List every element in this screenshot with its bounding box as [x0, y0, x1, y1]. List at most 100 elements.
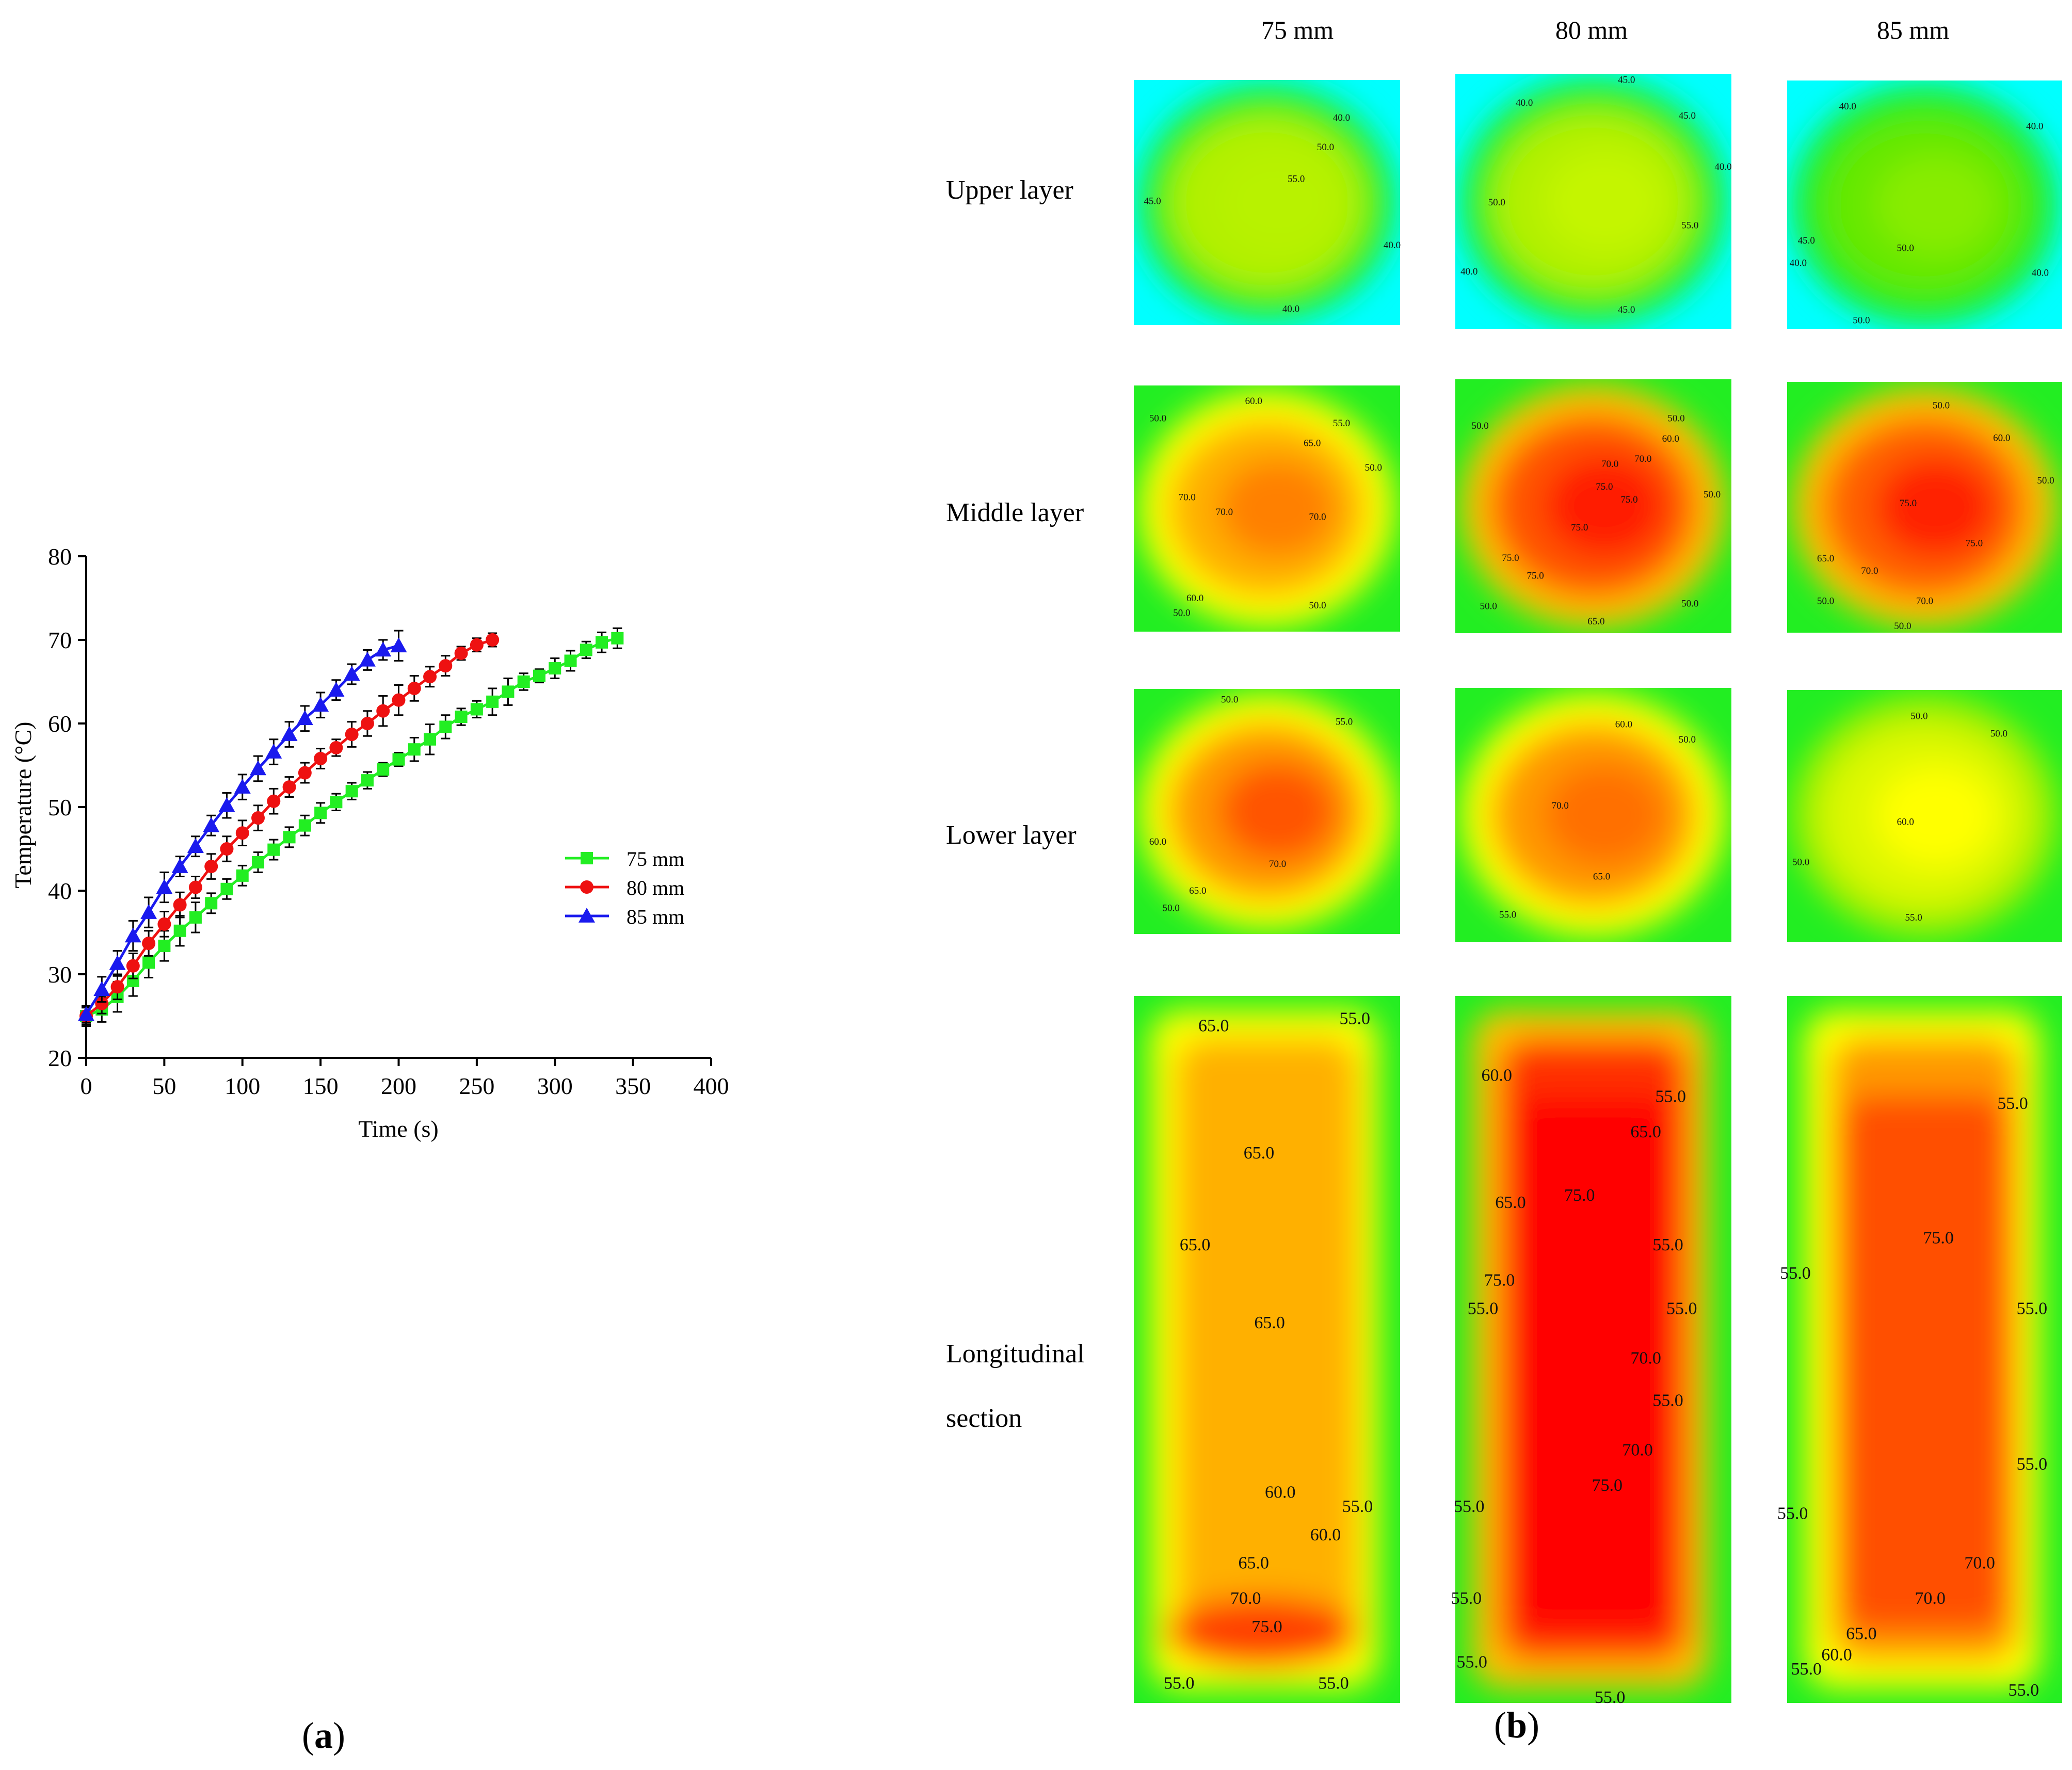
line-chart: 0 50 100 150 200 250 300 350 400 20 30 40 50 60 70 80 7… [10, 543, 729, 1142]
series-line [86, 637, 618, 1018]
data-point [218, 797, 235, 812]
contour-label: 75.0 [1251, 1617, 1282, 1636]
data-point [158, 939, 171, 952]
data-point [283, 831, 296, 844]
contour-label: 45.0 [1679, 110, 1696, 121]
contour-label: 75.0 [1592, 1476, 1623, 1495]
contour-label: 55.0 [1288, 174, 1305, 185]
contour-label: 50.0 [1365, 462, 1382, 473]
contour-label: 40.0 [2026, 121, 2043, 132]
data-point [390, 637, 407, 653]
contour-label: 60.0 [1662, 433, 1679, 444]
x-tick-label: 50 [152, 1073, 176, 1099]
data-point [267, 843, 280, 856]
data-point [611, 632, 624, 645]
data-point [234, 779, 251, 794]
heat-zone-core [1166, 1597, 1358, 1668]
x-tick-label: 350 [615, 1073, 651, 1099]
contour-label: 50.0 [1933, 400, 1950, 411]
data-point [486, 633, 500, 647]
legend: 75 mm 80 mm 85 mm [565, 847, 684, 928]
y-tick-label: 30 [48, 961, 72, 988]
data-point [330, 796, 343, 809]
contour-label: 40.0 [1839, 101, 1856, 112]
contour-label: 55.0 [1997, 1094, 2028, 1113]
contour-label: 60.0 [1615, 719, 1632, 730]
row-label: section [946, 1404, 1022, 1433]
contour-label: 55.0 [1336, 716, 1353, 727]
data-point [203, 817, 220, 832]
data-point [408, 743, 421, 756]
heat-blobs [1472, 1010, 1710, 1689]
contour-label: 55.0 [1905, 912, 1922, 923]
contour-label: 55.0 [1342, 1497, 1373, 1516]
heat-zone-core [1544, 455, 1665, 557]
contour-label: 75.0 [1596, 481, 1613, 492]
data-point [314, 807, 327, 819]
data-point [312, 697, 329, 712]
contour-label: 55.0 [1780, 1264, 1811, 1283]
contour-label: 75.0 [1571, 522, 1588, 533]
contour-label: 40.0 [1333, 112, 1350, 123]
data-point [439, 659, 453, 673]
data-point [204, 860, 218, 874]
data-point [359, 651, 376, 667]
data-point [282, 780, 296, 794]
contour-label: 40.0 [2032, 268, 2049, 279]
heatmap-cell-upper-75mm: 40.0 50.0 55.0 45.0 40.0 40.0 [1134, 80, 1401, 325]
heatmap-cell-middle-80mm: 50.0 50.0 60.0 70.0 70.0 75.0 75.0 50.0 75.0 75.0… [1455, 379, 1731, 633]
data-point [486, 695, 499, 708]
contour-label: 50.0 [1480, 601, 1497, 612]
contour-label: 55.0 [1164, 1674, 1195, 1693]
heat-blobs [1460, 693, 1726, 937]
contour-label: 50.0 [1792, 857, 1809, 867]
contour-label: 50.0 [1853, 315, 1870, 326]
data-point [377, 763, 390, 776]
heat-zone-inner [1176, 1038, 1358, 1661]
contour-label: 75.0 [1620, 494, 1637, 505]
x-tick-label: 0 [81, 1073, 92, 1099]
heatmap-cell-lower-75mm: 50.0 55.0 60.0 70.0 65.0 50.0 [1134, 689, 1400, 934]
contour-label: 50.0 [1472, 421, 1489, 431]
contour-label: 60.0 [1186, 593, 1203, 604]
data-point [93, 981, 110, 996]
contour-label: 60.0 [1265, 1483, 1296, 1502]
row-label: Middle layer [946, 498, 1084, 527]
contour-label: 75.0 [1966, 538, 1983, 549]
heat-blobs [1460, 78, 1726, 325]
contour-label: 65.0 [1630, 1122, 1661, 1141]
contour-label: 65.0 [1587, 616, 1604, 627]
contour-label: 50.0 [1221, 695, 1238, 705]
data-point [171, 858, 188, 873]
contour-label: 70.0 [1216, 507, 1233, 518]
data-point [188, 880, 202, 894]
data-point [142, 956, 155, 969]
data-point [343, 666, 360, 681]
x-tick-label: 100 [224, 1073, 260, 1099]
contour-label: 55.0 [1777, 1504, 1808, 1523]
contour-label: 40.0 [1384, 240, 1401, 251]
data-point [189, 911, 202, 924]
y-axis-label: Temperature (°C) [10, 722, 36, 889]
series-85-mm [78, 630, 407, 1024]
data-point [596, 636, 608, 649]
legend-label: 85 mm [627, 905, 684, 928]
heatmap-cell-long-80mm: 60.0 55.0 65.0 65.0 75.0 55.0 75.0 55.0 55.0 70.0… [1451, 996, 1731, 1707]
heat-zone-core [1219, 762, 1337, 861]
data-point [423, 670, 437, 684]
data-point [205, 897, 218, 910]
contour-label: 60.0 [1993, 433, 2010, 444]
contour-label: 55.0 [1656, 1087, 1686, 1106]
data-point [140, 904, 157, 919]
contour-label: 55.0 [1595, 1688, 1626, 1707]
data-point [580, 643, 592, 656]
series-80-mm [79, 632, 500, 1025]
contour-label: 70.0 [1230, 1589, 1261, 1608]
y-tick-label: 80 [48, 543, 72, 570]
contour-label: 45.0 [1618, 304, 1635, 315]
data-point [375, 641, 392, 657]
heatmap-panel: 75 mm 80 mm 85 mm Upper layer Middle layer L… [946, 15, 2062, 1707]
contour-label: 70.0 [1601, 459, 1618, 470]
data-point [296, 710, 313, 726]
data-point [95, 996, 109, 1010]
